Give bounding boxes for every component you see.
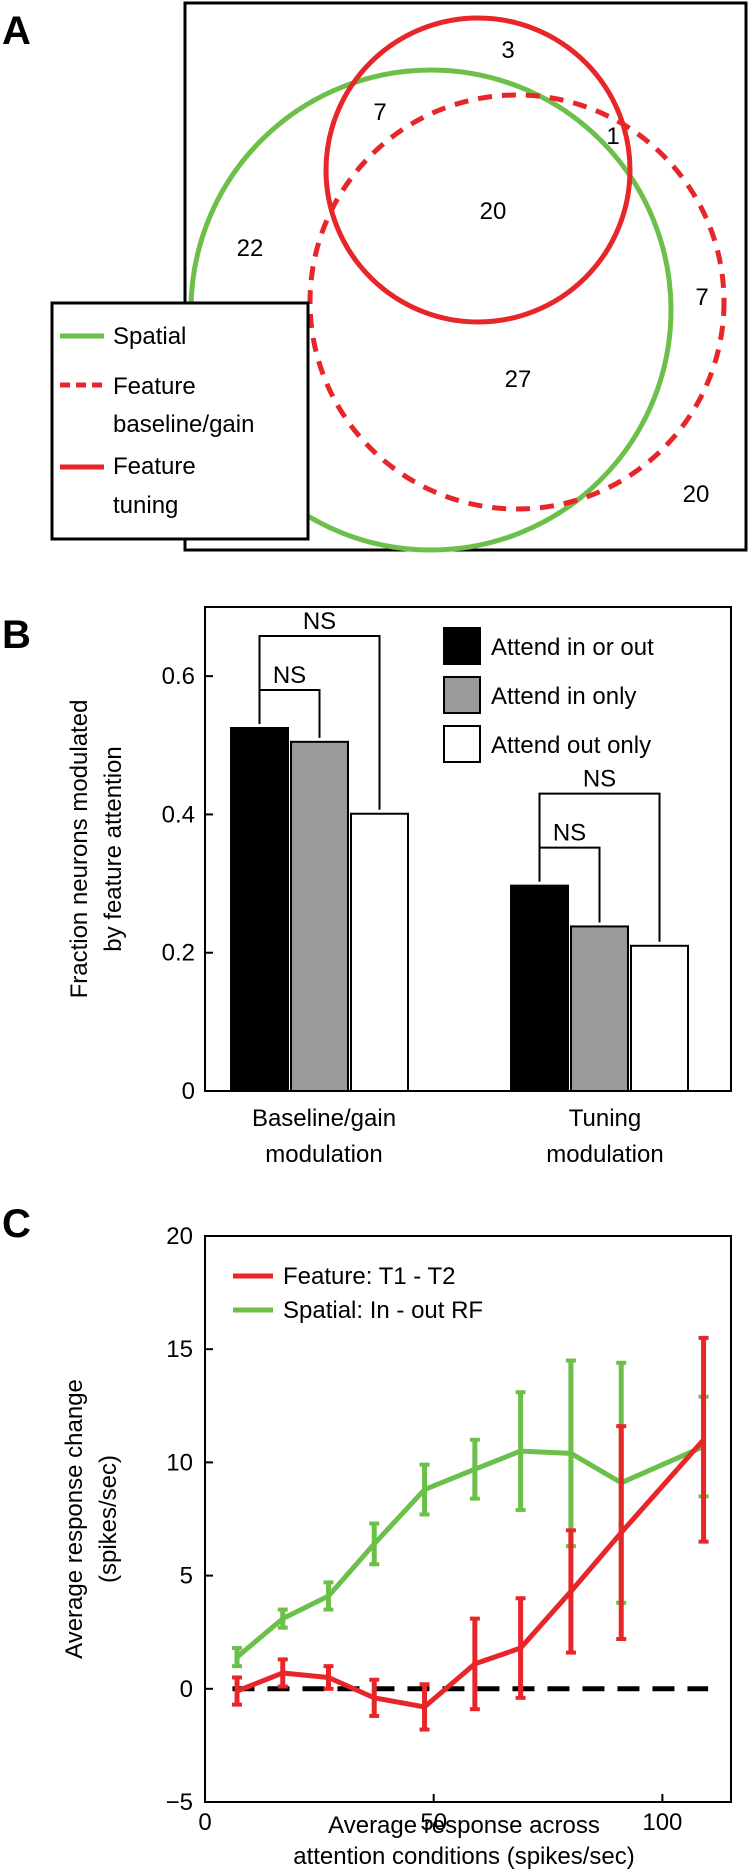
- y-tick-label: 0: [180, 1676, 193, 1703]
- panel-b: B 0 0.2 0.4 0.6 NS NS NS NS Fraction neurons m…: [2, 606, 732, 1168]
- y-tick-label: 20: [166, 1223, 193, 1250]
- bar: [570, 925, 629, 1092]
- venn-legend-box: [50, 301, 310, 541]
- legend-attend-in-only-swatch: [443, 676, 481, 714]
- count-spatial-only: 22: [237, 235, 264, 262]
- legend-attend-in-or-out-swatch: [443, 627, 481, 665]
- panel-a: A 3 7 1 20 22 7 27 20 Spatial Feature ba…: [2, 1, 748, 553]
- legend-attend-in-only: Attend in only: [491, 683, 636, 710]
- legend-attend-out-only: Attend out only: [491, 732, 651, 759]
- panel-c-series: [232, 1335, 709, 1732]
- panel-c-axes-frame: [204, 1235, 732, 1803]
- count-none: 20: [683, 481, 710, 508]
- y-tick-label: 0.4: [162, 801, 195, 828]
- legend-tuning-label-2: tuning: [113, 492, 178, 519]
- legend-baseline-label-2: baseline/gain: [113, 411, 254, 438]
- bar: [230, 727, 289, 1092]
- legend-spatial-label: Spatial: [113, 323, 186, 350]
- category-label-tuning-2: modulation: [546, 1141, 663, 1168]
- count-baseline-only: 7: [695, 284, 708, 311]
- bar: [290, 740, 349, 1092]
- series-line: [235, 1444, 705, 1660]
- significance-bracket: [258, 635, 381, 810]
- panel-b-significance: NS NS NS NS: [258, 608, 661, 942]
- legend-baseline-label-1: Feature: [113, 373, 196, 400]
- significance-label: NS: [303, 608, 336, 635]
- panel-b-ylabel-2: by feature attention: [100, 746, 127, 951]
- panel-c-ylabel-2: (spikes/sec): [95, 1455, 122, 1583]
- panel-c-ylabel: Average response change (spikes/sec): [61, 1379, 122, 1659]
- count-tuning-baseline: 1: [606, 123, 619, 150]
- feature-tuning-circle: [323, 15, 633, 325]
- panel-b-legend: Attend in or out Attend in only Attend o…: [443, 627, 654, 763]
- significance-label: NS: [273, 662, 306, 689]
- category-label-baseline-2: modulation: [265, 1141, 382, 1168]
- panel-a-letter: A: [2, 9, 31, 53]
- y-tick-label: 10: [166, 1449, 193, 1476]
- y-tick-label: 0.6: [162, 663, 195, 690]
- bar: [630, 944, 689, 1092]
- bar: [350, 812, 409, 1092]
- panel-b-bars: [230, 727, 689, 1092]
- series-line: [236, 1438, 706, 1710]
- count-spatial-tuning: 7: [373, 99, 386, 126]
- x-tick-label: 0: [198, 1809, 211, 1836]
- count-all-three: 20: [480, 198, 507, 225]
- significance-label: NS: [553, 820, 586, 847]
- legend-tuning-label-1: Feature: [113, 453, 196, 480]
- legend-feature-label: Feature: T1 - T2: [283, 1263, 456, 1290]
- legend-spatial-label: Spatial: In - out RF: [283, 1297, 483, 1324]
- category-label-baseline-1: Baseline/gain: [252, 1105, 396, 1132]
- venn-legend: Spatial Feature baseline/gain Feature tu…: [50, 301, 310, 541]
- significance-bracket: [538, 792, 661, 942]
- panel-c-xlabel-1: Average response across: [328, 1812, 600, 1839]
- count-spatial-baseline: 27: [505, 366, 532, 393]
- bar: [510, 884, 569, 1092]
- feature-baseline-circle: [307, 92, 727, 512]
- panel-c-legend: Feature: T1 - T2 Spatial: In - out RF: [233, 1263, 483, 1324]
- panel-c-letter: C: [2, 1202, 31, 1246]
- series-feature: [232, 1335, 709, 1732]
- legend-attend-out-only-swatch: [443, 725, 481, 763]
- x-tick-label: 50: [420, 1809, 447, 1836]
- y-tick-label: −5: [166, 1789, 193, 1816]
- count-tuning-only: 3: [501, 37, 514, 64]
- y-tick-label: 5: [180, 1563, 193, 1590]
- y-tick-label: 0.2: [162, 940, 195, 967]
- category-label-tuning-1: Tuning: [569, 1105, 642, 1132]
- panel-c-ylabel-1: Average response change: [61, 1379, 88, 1659]
- y-tick-label: 15: [166, 1336, 193, 1363]
- significance-label: NS: [583, 766, 616, 793]
- y-tick-label: 0: [182, 1078, 195, 1105]
- panel-b-y-ticks: 0 0.2 0.4 0.6: [162, 663, 213, 1105]
- x-tick-label: 100: [642, 1809, 682, 1836]
- panel-b-letter: B: [2, 613, 31, 657]
- panel-b-ylabel: Fraction neurons modulated by feature at…: [66, 700, 127, 999]
- panel-b-axes-frame: [204, 606, 732, 1092]
- legend-attend-in-or-out: Attend in or out: [491, 634, 654, 661]
- panel-c-xlabel-2: attention conditions (spikes/sec): [293, 1843, 635, 1869]
- panel-b-ylabel-1: Fraction neurons modulated: [66, 700, 93, 999]
